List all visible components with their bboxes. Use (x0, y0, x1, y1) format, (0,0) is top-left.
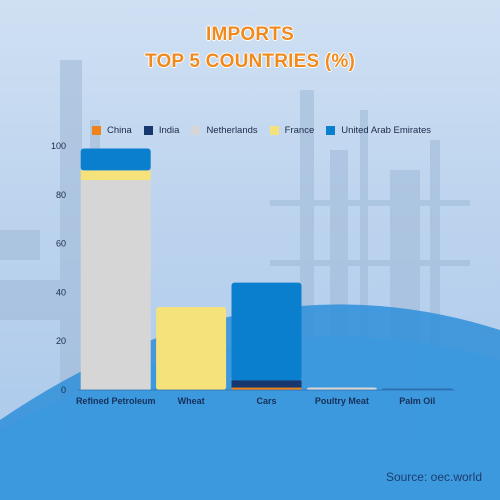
chart-title-line2: TOP 5 COUNTRIES (%) (144, 51, 356, 72)
legend-item: France (269, 125, 315, 136)
bar-segment (80, 180, 151, 390)
legend-label: France (284, 125, 315, 136)
x-tick-label: Palm Oil (399, 396, 435, 406)
y-tick-label: 100 (51, 141, 66, 151)
x-tick-label: Refined Petroleum (76, 396, 156, 406)
legend-label: India (158, 125, 180, 136)
y-tick-label: 20 (56, 336, 66, 346)
bar-segment (231, 387, 302, 390)
legend-item: India (143, 125, 180, 136)
x-tick-label: Wheat (178, 396, 205, 406)
legend-swatch (326, 126, 336, 135)
bar-segment (306, 387, 377, 390)
legend-swatch (92, 126, 101, 135)
legend-label: China (107, 125, 132, 136)
y-tick-label: 80 (56, 190, 66, 200)
legend-item: Netherlands (191, 125, 258, 136)
legend-item: China (92, 125, 132, 136)
x-tick-label: Poultry Meat (315, 396, 369, 406)
legend-swatch (143, 126, 153, 135)
y-tick-label: 40 (56, 287, 66, 297)
bar-segment (80, 170, 151, 181)
legend-swatch (269, 126, 279, 135)
chart-legend: China India Netherlands France United Arab E… (92, 125, 443, 136)
legend-swatch (191, 126, 201, 135)
chart-title-line1: IMPORTS (206, 24, 294, 45)
y-tick-label: 60 (56, 239, 66, 249)
bar-segment (156, 307, 227, 390)
bar-segment (231, 380, 302, 388)
source-label: Source: oec.world (385, 470, 482, 484)
legend-item: United Arab Emirates (326, 125, 431, 136)
bar-baseline-stub (382, 388, 453, 390)
legend-label: United Arab Emirates (341, 125, 432, 136)
bar-segment (231, 282, 302, 381)
legend-label: Netherlands (206, 125, 258, 136)
bar-segment (80, 148, 151, 171)
x-tick-label: Cars (256, 396, 276, 406)
y-tick-label: 0 (61, 385, 66, 395)
